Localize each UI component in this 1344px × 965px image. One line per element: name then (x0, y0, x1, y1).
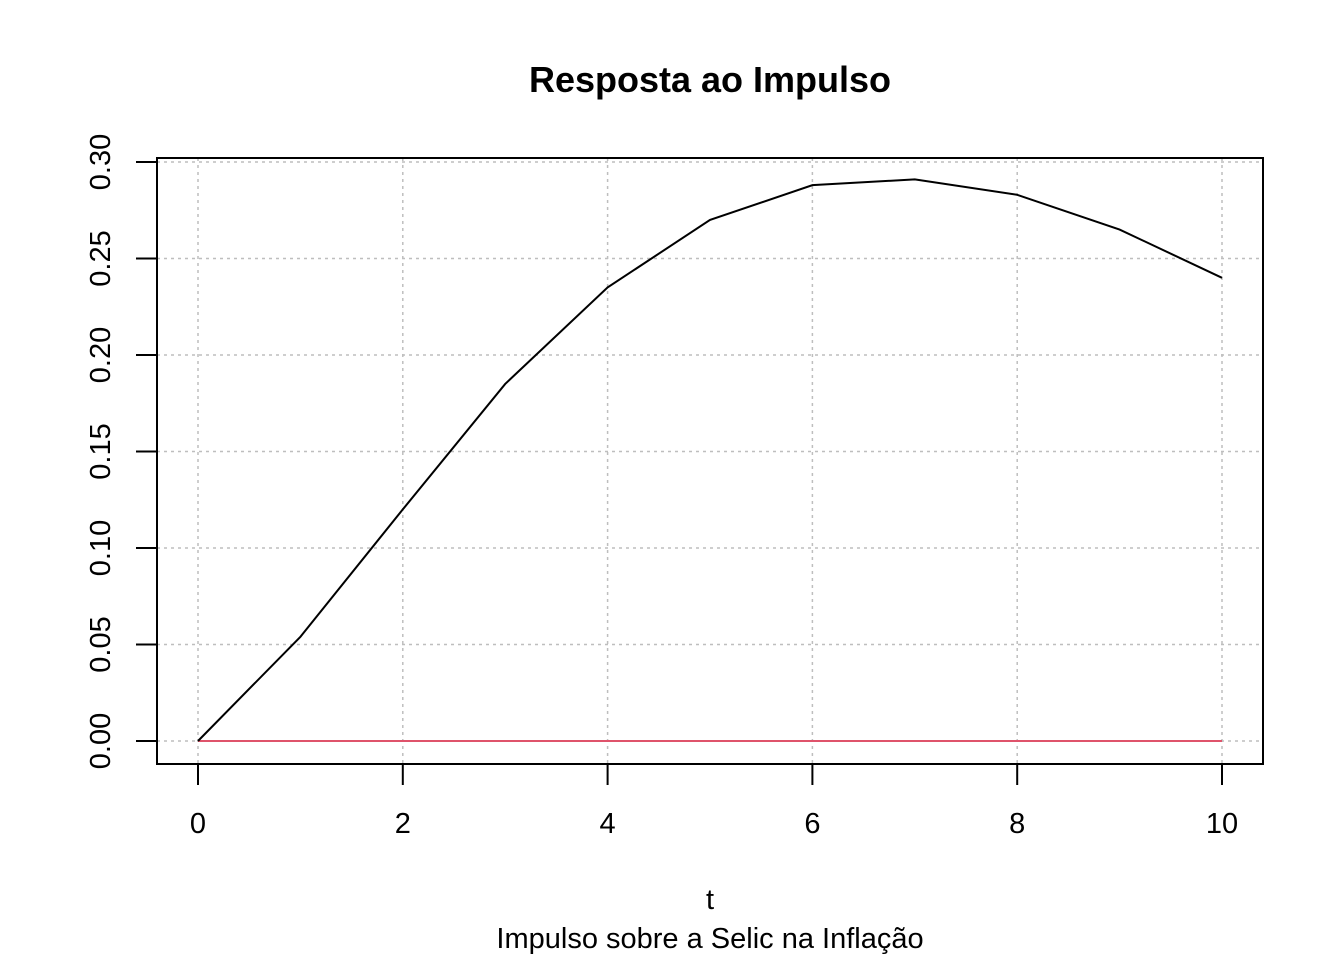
chart-title: Resposta ao Impulso (529, 59, 891, 100)
x-axis: 0 2 4 6 8 10 (190, 763, 1238, 840)
y-tick-label: 0.15 (85, 423, 117, 479)
x-tick-label: 0 (190, 808, 206, 840)
x-tick-label: 10 (1206, 808, 1238, 840)
y-tick-label: 0.00 (85, 713, 117, 769)
x-tick-label: 4 (600, 808, 616, 840)
x-tick-label: 2 (395, 808, 411, 840)
x-tick-label: 6 (804, 808, 820, 840)
x-axis-label: t (706, 884, 714, 916)
x-tick-label: 8 (1009, 808, 1025, 840)
y-tick-label: 0.20 (85, 327, 117, 383)
y-tick-label: 0.10 (85, 520, 117, 576)
y-tick-label: 0.30 (85, 134, 117, 190)
series-line-0 (197, 178, 1223, 742)
series-layer (197, 178, 1223, 742)
y-tick-label: 0.05 (85, 616, 117, 672)
chart-subtitle: Impulso sobre a Selic na Inflação (496, 923, 923, 955)
plot-frame (156, 157, 1264, 765)
y-tick-label: 0.25 (85, 230, 117, 286)
grid (157, 158, 1263, 764)
y-axis: 0.00 0.05 0.10 0.15 0.20 0.25 0.30 (85, 134, 158, 769)
